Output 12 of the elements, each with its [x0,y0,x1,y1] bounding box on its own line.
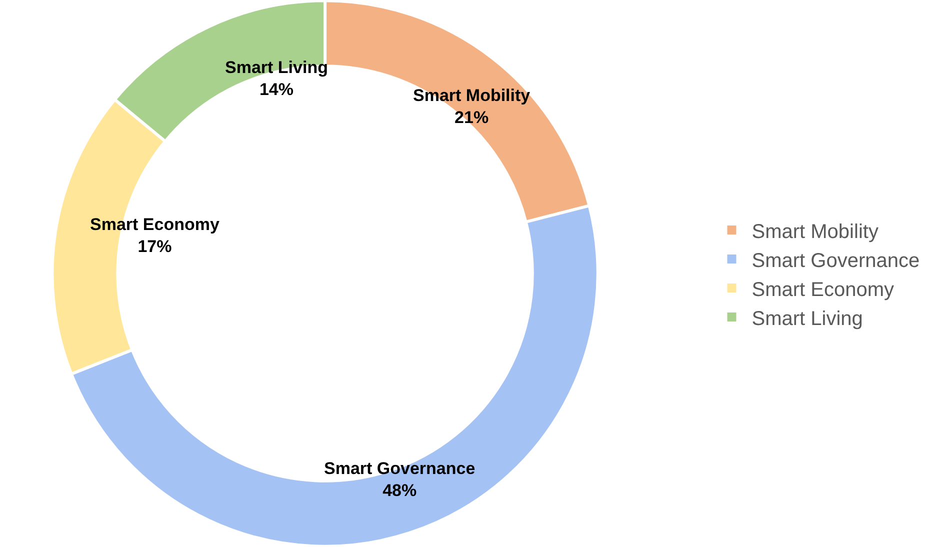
legend-label: Smart Governance [752,250,920,272]
data-label: 21% [454,108,489,128]
slice-label: Smart Mobility [413,86,531,105]
legend-label: Smart Mobility [752,220,878,243]
data-label: 48% [382,481,417,500]
data-label: 14% [259,80,294,100]
legend-label: Smart Economy [752,278,894,301]
slice-label: Smart Governance [324,459,476,478]
data-label: 17% [138,237,172,256]
slice-label: Smart Economy [90,215,220,234]
slice-label: Smart Living [225,58,328,77]
legend-label: Smart Living [752,308,863,330]
